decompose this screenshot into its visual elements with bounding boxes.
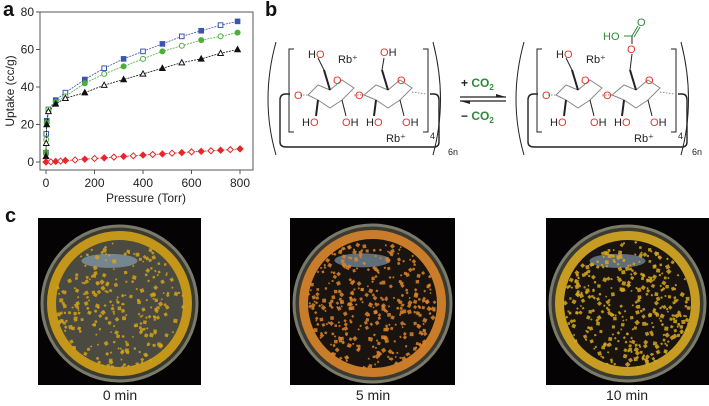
svg-text:HO: HO xyxy=(556,49,573,61)
uptake-chart: 0 200 400 600 800 0 20 40 60 80 Uptake (cc/g) Pre… xyxy=(3,5,254,205)
carbonate-o: O xyxy=(637,17,646,29)
right-rb-bottom: Rb⁺ xyxy=(634,133,654,145)
left-rb-bottom: Rb⁺ xyxy=(386,133,406,145)
svg-text:600: 600 xyxy=(181,176,201,190)
right-repeat-sub: 4 xyxy=(678,131,683,141)
svg-text:200: 200 xyxy=(84,176,104,190)
right-outer-sub: 6n xyxy=(692,147,702,157)
svg-text:400: 400 xyxy=(133,176,153,190)
photo-5-min xyxy=(290,218,455,385)
svg-text:800: 800 xyxy=(230,176,250,190)
svg-text:O: O xyxy=(581,75,590,87)
left-ho-b1: HO xyxy=(302,117,319,129)
left-chain-loop xyxy=(279,93,440,148)
left-oh-top2: OH xyxy=(380,47,397,59)
chart-axes xyxy=(39,11,254,171)
y-axis-label: Uptake (cc/g) xyxy=(3,55,17,126)
chart-ticks: 0 200 400 600 800 0 20 40 60 80 xyxy=(21,5,251,190)
svg-text:HO: HO xyxy=(550,117,567,129)
carbonate-ho: HO xyxy=(603,31,620,43)
svg-text:OH: OH xyxy=(650,117,667,129)
equilibrium-arrows: + CO2 − CO2 xyxy=(460,76,506,125)
svg-text:O: O xyxy=(603,90,612,102)
left-ho-b3: HO xyxy=(366,117,383,129)
left-oh-b2: OH xyxy=(342,117,359,129)
left-oh-b4: OH xyxy=(402,117,419,129)
caption-5-min: 5 min xyxy=(355,387,391,403)
right-rb-top: Rb⁺ xyxy=(586,54,606,66)
left-bridge-o2: O xyxy=(355,90,364,102)
x-axis-label: Pressure (Torr) xyxy=(106,191,186,205)
svg-text:OH: OH xyxy=(590,117,607,129)
reaction-scheme: O O O O HO Rb⁺ OH HO OH HO OH Rb⁺ 4 6n +… xyxy=(267,17,702,157)
left-ring-o1: O xyxy=(333,75,342,87)
photo-10-min xyxy=(546,218,709,385)
svg-text:60: 60 xyxy=(21,43,35,57)
reverse-label: − CO2 xyxy=(461,109,494,125)
left-ho-top: HO xyxy=(308,49,325,61)
caption-10-min: 10 min xyxy=(605,387,649,403)
left-ring-o2: O xyxy=(397,75,406,87)
left-paren-close xyxy=(432,41,441,156)
left-bracket-close xyxy=(423,48,429,133)
svg-text:20: 20 xyxy=(21,118,35,132)
svg-text:O: O xyxy=(645,75,654,87)
left-bracket-open xyxy=(288,48,294,133)
panel-label-a: a xyxy=(3,0,15,21)
left-rb-top: Rb⁺ xyxy=(338,54,358,66)
left-outer-sub: 6n xyxy=(448,147,458,157)
svg-text:HO: HO xyxy=(614,117,631,129)
left-repeat-sub: 4 xyxy=(430,131,435,141)
svg-text:O: O xyxy=(627,44,636,56)
left-structure: O O O O HO Rb⁺ OH HO OH HO OH Rb⁺ 4 6n xyxy=(267,41,458,157)
svg-text:40: 40 xyxy=(21,80,35,94)
left-bridge-o1: O xyxy=(294,90,303,102)
svg-text:0: 0 xyxy=(43,176,50,190)
svg-text:0: 0 xyxy=(27,155,34,169)
caption-0-min: 0 min xyxy=(102,387,138,403)
panel-label-c: c xyxy=(5,205,17,227)
photo-0-min xyxy=(38,218,201,385)
svg-text:80: 80 xyxy=(21,5,35,19)
right-structure: O O O O O HO O HO Rb⁺ HO OH HO OH Rb⁺ 4 … xyxy=(515,17,702,157)
svg-text:O: O xyxy=(542,90,551,102)
panel-label-b: b xyxy=(265,0,278,21)
forward-label: + CO2 xyxy=(461,76,494,92)
chart-series xyxy=(42,18,244,166)
left-paren-open xyxy=(267,41,277,156)
